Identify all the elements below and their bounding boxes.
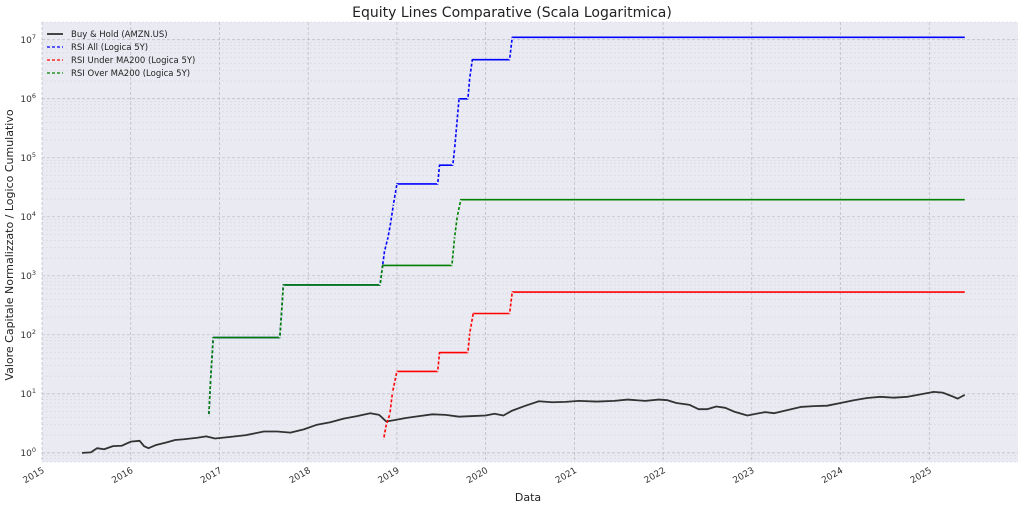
series-dash-gap-2 <box>508 291 514 314</box>
plot-background <box>42 22 1018 462</box>
y-tick-label: 104 <box>20 210 36 223</box>
chart-title: Equity Lines Comparative (Scala Logaritm… <box>352 5 672 21</box>
series-dash-gap-3 <box>453 216 459 238</box>
series-dash-gap-1 <box>453 98 460 150</box>
series-dash-gap-2 <box>466 333 471 353</box>
series-dash-gap-3 <box>209 337 215 381</box>
legend: Buy & Hold (AMZN.US) RSI All (Logica 5Y) R… <box>47 30 195 79</box>
y-tick-label: 102 <box>20 328 36 341</box>
series-dash-gap-1 <box>392 183 398 205</box>
series-dash-gap-1 <box>468 59 474 79</box>
series-dash-gap-1 <box>508 37 514 60</box>
y-tick-label: 103 <box>20 269 36 282</box>
series-dash-gap-3 <box>207 380 212 417</box>
y-tick-label: 101 <box>20 387 36 400</box>
series-layer <box>81 36 966 454</box>
y-tick-label: 106 <box>20 92 36 105</box>
grid <box>41 21 1018 463</box>
legend-label-2: RSI Under MA200 (Logica 5Y) <box>71 56 195 66</box>
legend-label-0: Buy & Hold (AMZN.US) <box>71 30 168 40</box>
series-dash-gap-2 <box>436 352 441 372</box>
series-dash-gap-2 <box>391 371 398 393</box>
y-tick-label: 107 <box>20 33 36 46</box>
y-tick-label: 100 <box>20 446 36 459</box>
series-dash-gap-2 <box>468 313 475 334</box>
series-line-0 <box>81 390 966 454</box>
legend-label-1: RSI All (Logica 5Y) <box>71 43 148 53</box>
series-dash-gap-3 <box>379 265 384 286</box>
series-dash-gap-2 <box>388 392 394 415</box>
legend-label-3: RSI Over MA200 (Logica 5Y) <box>71 69 190 79</box>
y-axis-label: Valore Capitale Normalizzato / Logico Cu… <box>3 109 16 380</box>
x-axis-label: Data <box>515 491 541 504</box>
series-dash-gap-1 <box>380 251 386 272</box>
series-dash-gap-1 <box>466 78 471 99</box>
y-tick-label: 105 <box>20 151 36 164</box>
series-dash-gap-2 <box>385 414 391 425</box>
series-dash-gap-1 <box>436 165 441 185</box>
series-dash-gap-3 <box>278 312 283 338</box>
y-axis-ticks: 100 101 102 103 104 105 106 107 <box>20 33 36 459</box>
